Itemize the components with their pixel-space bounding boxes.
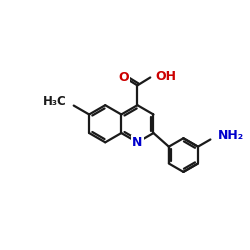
- Text: NH₂: NH₂: [218, 129, 244, 142]
- Text: O: O: [118, 71, 128, 84]
- Text: N: N: [132, 136, 142, 149]
- Text: H₃C: H₃C: [43, 95, 67, 108]
- Text: OH: OH: [156, 70, 177, 83]
